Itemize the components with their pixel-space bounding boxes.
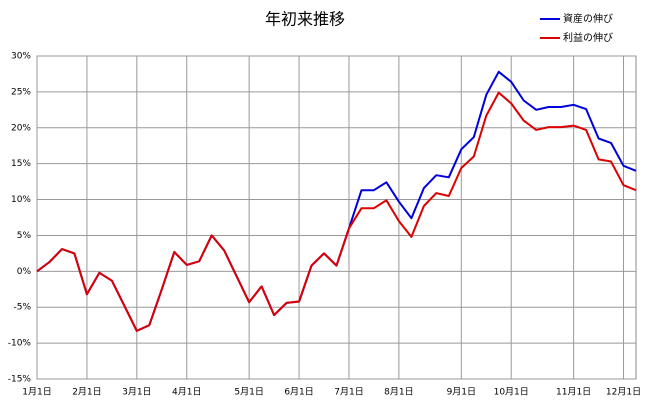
- y-tick-label: 25%: [11, 87, 31, 97]
- x-tick-label: 12月1日: [606, 387, 641, 398]
- y-tick-label: 5%: [17, 231, 32, 241]
- y-tick-label: 20%: [11, 123, 31, 133]
- x-tick-label: 6月1日: [284, 387, 313, 398]
- x-tick-label: 8月1日: [384, 387, 413, 398]
- x-tick-label: 3月1日: [122, 387, 151, 398]
- y-tick-label: -5%: [13, 303, 31, 313]
- legend-label: 利益の伸び: [563, 31, 613, 44]
- x-tick-label: 4月1日: [172, 387, 201, 398]
- y-tick-label: 0%: [17, 267, 32, 277]
- x-tick-label: 10月1日: [494, 387, 529, 398]
- line-series: [36, 91, 637, 332]
- y-tick-label: 15%: [11, 159, 31, 169]
- x-tick-label: 7月1日: [334, 387, 363, 398]
- legend-label: 資産の伸び: [563, 12, 613, 25]
- plot-area: [36, 55, 637, 380]
- x-tick-label: 2月1日: [72, 387, 101, 398]
- y-tick-label: 30%: [11, 52, 31, 62]
- y-tick-label: -10%: [8, 339, 32, 349]
- y-tick-label: 10%: [11, 195, 31, 205]
- x-tick-label: 1月1日: [22, 387, 51, 398]
- x-tick-label: 9月1日: [447, 387, 476, 398]
- chart-title: 年初来推移: [265, 10, 345, 29]
- x-tick-label: 11月1日: [556, 387, 591, 398]
- x-tick-label: 5月1日: [234, 387, 263, 398]
- y-tick-label: -15%: [8, 375, 32, 385]
